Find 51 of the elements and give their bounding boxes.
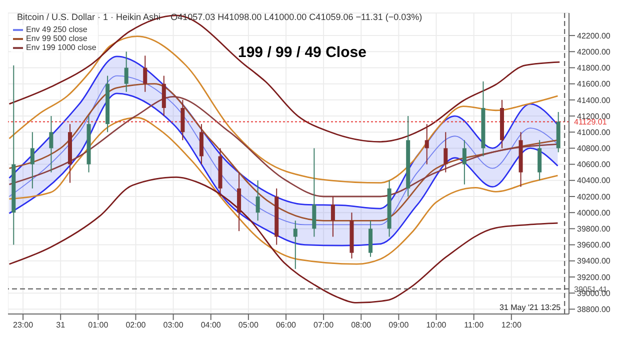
line-series [8, 14, 560, 142]
candlestick [49, 116, 54, 173]
x-tick-label: 23:00 [13, 320, 34, 330]
y-tick-label: 42200.00 [577, 31, 611, 40]
x-tick-label: 06:00 [276, 320, 297, 330]
line-series [8, 92, 558, 246]
x-tick-label: 02:00 [126, 320, 146, 330]
y-tick-label: 41800.00 [577, 64, 611, 73]
text: 199 / 99 / 49 Close [238, 44, 366, 61]
line-series [8, 176, 558, 304]
x-tick-label: 03:00 [163, 320, 184, 330]
legend-label: Env 99 500 close [26, 34, 88, 43]
x-tick-label: 10:00 [426, 320, 447, 330]
line-series [8, 36, 558, 184]
y-tick-label: 39800.00 [577, 224, 611, 234]
y-tick-label: 41400.00 [577, 96, 611, 105]
y-tick-label: 40000.00 [577, 208, 611, 218]
y-tick-label: 39400.00 [577, 256, 611, 266]
y-tick-label: 39600.00 [577, 240, 611, 250]
x-tick-label: 04:00 [200, 320, 222, 330]
legend-label: Env 199 1000 close [26, 43, 96, 52]
y-tick-label: 38800.00 [577, 305, 611, 314]
y-tick-label: 41000.00 [577, 128, 611, 137]
x-tick-label: 31 [56, 320, 66, 330]
candlestick [462, 140, 466, 185]
candlestick [256, 180, 260, 222]
ref-line-label: 31 May '21 13:25 [499, 303, 562, 312]
x-tick-label: 09:00 [388, 320, 410, 330]
line-series [8, 116, 558, 265]
candlestick [30, 132, 34, 189]
x-tick-label: 07:00 [314, 320, 334, 330]
y-tick-label: 40200.00 [577, 192, 611, 202]
candlestick [143, 55, 148, 92]
x-tick-label: 11:00 [464, 320, 484, 330]
x-tick-label: 12:00 [501, 320, 522, 330]
annotation: Bitcoin / U.S. Dollar · 1 · Heikin Ashi [17, 12, 161, 22]
x-tick-label: 08:00 [351, 320, 372, 330]
candlestick [424, 124, 429, 165]
y-tick-label: 40600.00 [577, 160, 611, 170]
y-tick-label: 40400.00 [577, 176, 611, 186]
x-tick-label: 01:00 [88, 320, 109, 330]
candlestick [293, 220, 298, 270]
candlestick [444, 132, 448, 173]
candlestick [330, 196, 335, 238]
candlestick [124, 51, 128, 92]
y-tick-label: 40800.00 [577, 144, 611, 154]
y-tick-label: 39200.00 [577, 272, 611, 282]
y-tick-label: 41600.00 [577, 80, 611, 89]
x-tick-label: 05:00 [238, 320, 259, 330]
y-tick-label: 42000.00 [577, 47, 611, 56]
legend-label: Env 49 250 close [26, 25, 88, 34]
